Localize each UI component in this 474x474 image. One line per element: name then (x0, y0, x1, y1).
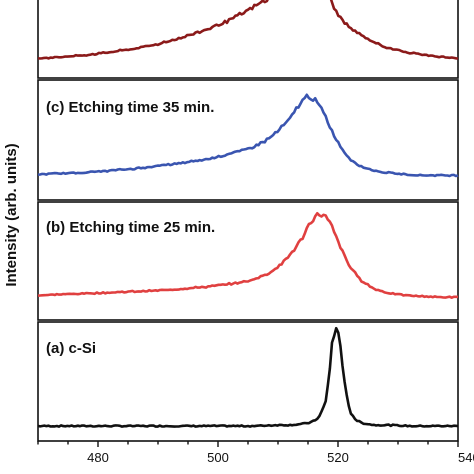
series-b-line (37, 212, 459, 300)
x-tick-label: 540 (458, 450, 474, 465)
series-c-line (37, 93, 459, 178)
panel-c-frame (37, 79, 459, 201)
panel-b-frame (37, 201, 459, 321)
panel-label-b: (b) Etching time 25 min. (46, 219, 215, 236)
panel-labels: (c) Etching time 35 min. (b) Etching tim… (46, 99, 215, 357)
series-a-line (37, 326, 459, 428)
x-axis: 480 500 520 540 (37, 441, 474, 465)
panel-label-c: (c) Etching time 35 min. (46, 99, 214, 116)
y-axis-title: Intensity (arb. units) (3, 143, 20, 286)
x-tick-label: 500 (207, 450, 229, 465)
series-lines (37, 0, 459, 428)
x-tick-label: 480 (87, 450, 109, 465)
panel-label-a: (a) c-Si (46, 340, 96, 357)
panel-d-frame (37, 0, 459, 79)
x-tick-label: 520 (327, 450, 349, 465)
panel-a-frame (37, 321, 459, 442)
series-d-line (37, 0, 459, 60)
